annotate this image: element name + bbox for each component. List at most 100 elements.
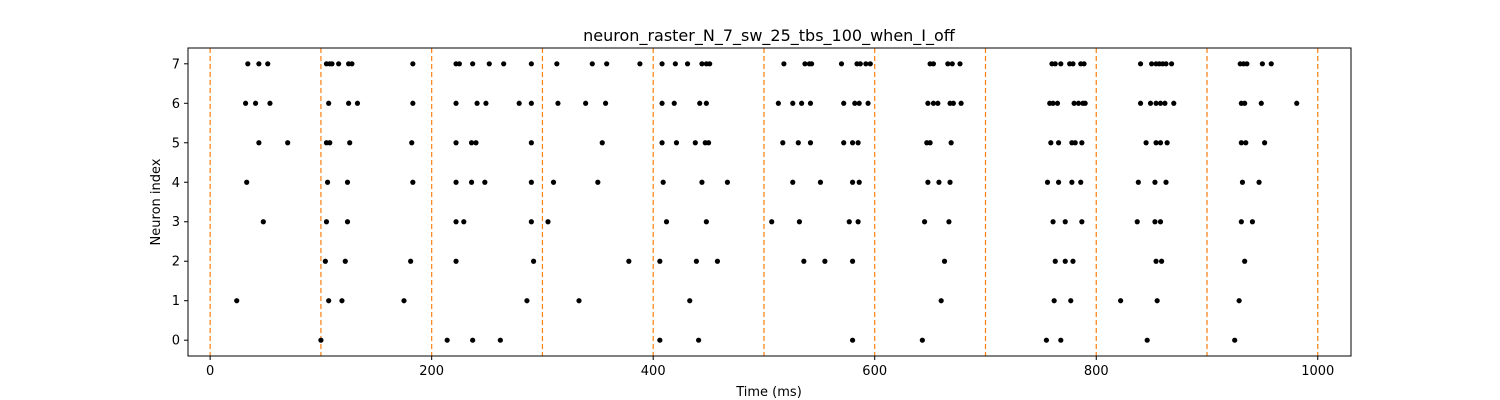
spike-point bbox=[855, 219, 861, 225]
spike-point bbox=[1149, 61, 1155, 67]
spike-point bbox=[659, 61, 665, 67]
spike-point bbox=[354, 100, 361, 106]
spike-point bbox=[576, 298, 582, 304]
x-tick-label: 800 bbox=[1084, 364, 1109, 379]
spike-point bbox=[470, 337, 476, 343]
spike-point bbox=[1236, 298, 1242, 304]
spike-point bbox=[1154, 298, 1160, 304]
spike-point bbox=[401, 298, 407, 304]
spike-point bbox=[497, 337, 503, 343]
spike-point bbox=[473, 140, 479, 146]
spike-point bbox=[322, 258, 328, 264]
spike-point bbox=[657, 337, 663, 343]
spike-point bbox=[659, 100, 665, 106]
spike-point bbox=[545, 219, 551, 225]
spike-point bbox=[408, 258, 414, 264]
spike-point bbox=[855, 140, 861, 146]
spike-point bbox=[950, 100, 956, 106]
spike-point bbox=[948, 140, 954, 146]
spike-point bbox=[242, 100, 249, 106]
spike-point bbox=[699, 61, 705, 67]
spike-point bbox=[807, 100, 814, 106]
spike-point bbox=[1072, 140, 1078, 146]
spike-point bbox=[1249, 219, 1256, 225]
spike-point bbox=[1058, 337, 1064, 343]
spike-point bbox=[1143, 140, 1149, 146]
spike-point bbox=[486, 61, 492, 67]
y-axis-ticks: 0 1 2 3 4 5 6 7 bbox=[172, 57, 188, 349]
spike-point bbox=[260, 219, 266, 225]
x-tick-label: 1000 bbox=[1301, 364, 1334, 379]
spike-point bbox=[474, 100, 480, 106]
spike-point bbox=[1137, 61, 1144, 67]
spike-point bbox=[780, 140, 786, 146]
spike-point bbox=[267, 100, 273, 106]
spike-point bbox=[938, 298, 944, 304]
y-axis-label: Neuron index bbox=[149, 158, 164, 245]
spike-point bbox=[344, 219, 351, 225]
spike-point bbox=[1268, 61, 1274, 67]
spike-point bbox=[1258, 100, 1264, 106]
spike-point bbox=[1164, 140, 1170, 146]
spike-point bbox=[1242, 100, 1248, 106]
spike-point bbox=[849, 337, 856, 343]
spike-point bbox=[554, 61, 560, 67]
spike-point bbox=[841, 140, 847, 146]
spike-point bbox=[1242, 258, 1248, 264]
spike-point bbox=[919, 337, 925, 343]
spike-points bbox=[234, 61, 1300, 343]
spike-point bbox=[1163, 179, 1169, 185]
spike-point bbox=[1153, 258, 1159, 264]
spike-point bbox=[468, 140, 475, 146]
y-tick-label: 1 bbox=[172, 294, 180, 309]
spike-point bbox=[856, 179, 862, 185]
spike-point bbox=[252, 100, 259, 106]
y-tick-label: 5 bbox=[172, 136, 180, 151]
spike-point bbox=[453, 179, 459, 185]
spike-point bbox=[795, 140, 801, 146]
spike-point bbox=[663, 219, 670, 225]
spike-point bbox=[528, 219, 534, 225]
spike-point bbox=[1081, 61, 1087, 67]
spike-point bbox=[1048, 140, 1054, 146]
spike-point bbox=[1259, 61, 1265, 67]
spike-point bbox=[1239, 179, 1246, 185]
spike-point bbox=[410, 61, 416, 67]
spike-point bbox=[555, 100, 561, 106]
spike-point bbox=[802, 61, 808, 67]
spike-point bbox=[516, 100, 522, 106]
spike-point bbox=[1062, 258, 1068, 264]
spike-point bbox=[1157, 219, 1164, 225]
spike-point bbox=[1044, 179, 1051, 185]
spike-point bbox=[1075, 100, 1082, 106]
chart-title: neuron_raster_N_7_sw_25_tbs_100_when_I_o… bbox=[583, 26, 956, 46]
spike-point bbox=[692, 140, 698, 146]
spike-point bbox=[285, 140, 291, 146]
spike-point bbox=[550, 179, 557, 185]
spike-point bbox=[822, 258, 828, 264]
spike-point bbox=[470, 61, 476, 67]
spike-point bbox=[326, 298, 332, 304]
spike-point bbox=[1050, 219, 1056, 225]
spike-point bbox=[528, 140, 534, 146]
spike-point bbox=[1144, 337, 1150, 343]
spike-point bbox=[925, 179, 931, 185]
spike-point bbox=[1134, 219, 1140, 225]
spike-point bbox=[409, 140, 415, 146]
spike-point bbox=[946, 219, 952, 225]
spike-point bbox=[453, 140, 459, 146]
plot-frame bbox=[187, 47, 1352, 357]
spike-point bbox=[1082, 100, 1088, 106]
spike-point bbox=[410, 179, 416, 185]
spike-point bbox=[1262, 140, 1268, 146]
spike-point bbox=[1243, 140, 1249, 146]
spike-point bbox=[696, 337, 702, 343]
spike-point bbox=[671, 100, 677, 106]
spike-point bbox=[705, 140, 712, 146]
spike-point bbox=[1062, 219, 1068, 225]
spike-point bbox=[599, 140, 605, 146]
spike-point bbox=[1070, 258, 1076, 264]
spike-point bbox=[849, 179, 856, 185]
spike-point bbox=[1238, 140, 1244, 146]
